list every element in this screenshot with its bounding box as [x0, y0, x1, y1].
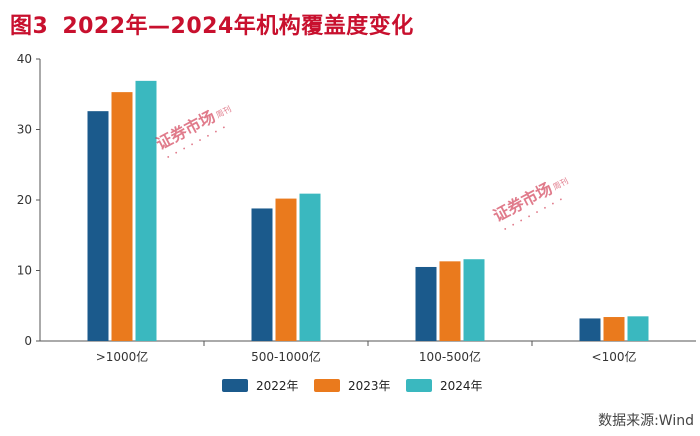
x-tick-label: 500-1000亿: [251, 349, 321, 364]
bar-2022年->1000亿: [87, 111, 109, 341]
y-tick-label: 0: [24, 334, 32, 348]
watermark-dot: [191, 143, 193, 146]
watermark-text: 证券市场: [153, 107, 218, 154]
y-tick-label: 30: [17, 123, 32, 137]
bar-2023年->1000亿: [111, 92, 133, 341]
x-tick-label: 100-500亿: [419, 349, 481, 364]
legend-swatch: [314, 379, 340, 392]
watermark-dot: [559, 198, 562, 201]
bar-2024年-100-500亿: [463, 259, 485, 341]
watermark-dot: [536, 211, 538, 213]
watermark-dot: [215, 130, 217, 133]
watermark-subtext: 周刊: [215, 104, 233, 119]
bar-2022年-500-1000亿: [251, 208, 273, 341]
data-source: 数据来源:Wind: [598, 413, 694, 429]
watermark-dot: [528, 215, 530, 218]
watermark-dot: [520, 219, 523, 222]
legend-swatch: [406, 379, 432, 392]
watermark-subtext: 周刊: [552, 176, 570, 191]
legend-label: 2022年: [256, 379, 299, 393]
watermark-dot: [552, 202, 554, 205]
y-tick-label: 10: [17, 264, 32, 278]
legend-label: 2024年: [440, 379, 483, 393]
legend-swatch: [222, 379, 248, 392]
x-tick-label: >1000亿: [96, 349, 149, 364]
watermark-dot: [183, 147, 186, 150]
watermark-dot: [175, 151, 178, 154]
bar-2022年-<100亿: [579, 318, 601, 341]
x-tick-labels: >1000亿 500-1000亿 100-500亿 <100亿: [96, 349, 637, 364]
figure-title: 图3 2022年—2024年机构覆盖度变化: [10, 8, 414, 40]
watermark-dot: [167, 156, 170, 158]
figure-title-text: 2022年—2024年机构覆盖度变化: [62, 14, 414, 39]
y-tick-label: 40: [17, 52, 32, 66]
legend-label: 2023年: [348, 379, 391, 393]
bar-2023年-100-500亿: [439, 261, 461, 341]
bar-2023年-<100亿: [603, 317, 625, 341]
watermark-dot: [544, 206, 546, 209]
bar-2022年-100-500亿: [415, 266, 437, 341]
watermark-dot: [207, 134, 209, 137]
bar-2024年-<100亿: [627, 316, 649, 341]
bar-2024年->1000亿: [135, 80, 157, 341]
watermark-dot: [222, 126, 225, 129]
watermark-dot: [512, 223, 515, 226]
figure-number: 图3: [10, 14, 49, 39]
chart-legend: 2022年 2023年 2024年: [222, 379, 483, 393]
watermark-dot: [504, 228, 507, 230]
y-tick-label: 20: [17, 193, 32, 207]
chart-bars: [87, 80, 649, 341]
bar-2024年-500-1000亿: [299, 193, 321, 341]
bar-2023年-500-1000亿: [275, 198, 297, 341]
watermark-text: 证券市场: [490, 179, 555, 226]
watermark-dot: [199, 139, 201, 141]
x-tick-label: <100亿: [592, 349, 637, 364]
